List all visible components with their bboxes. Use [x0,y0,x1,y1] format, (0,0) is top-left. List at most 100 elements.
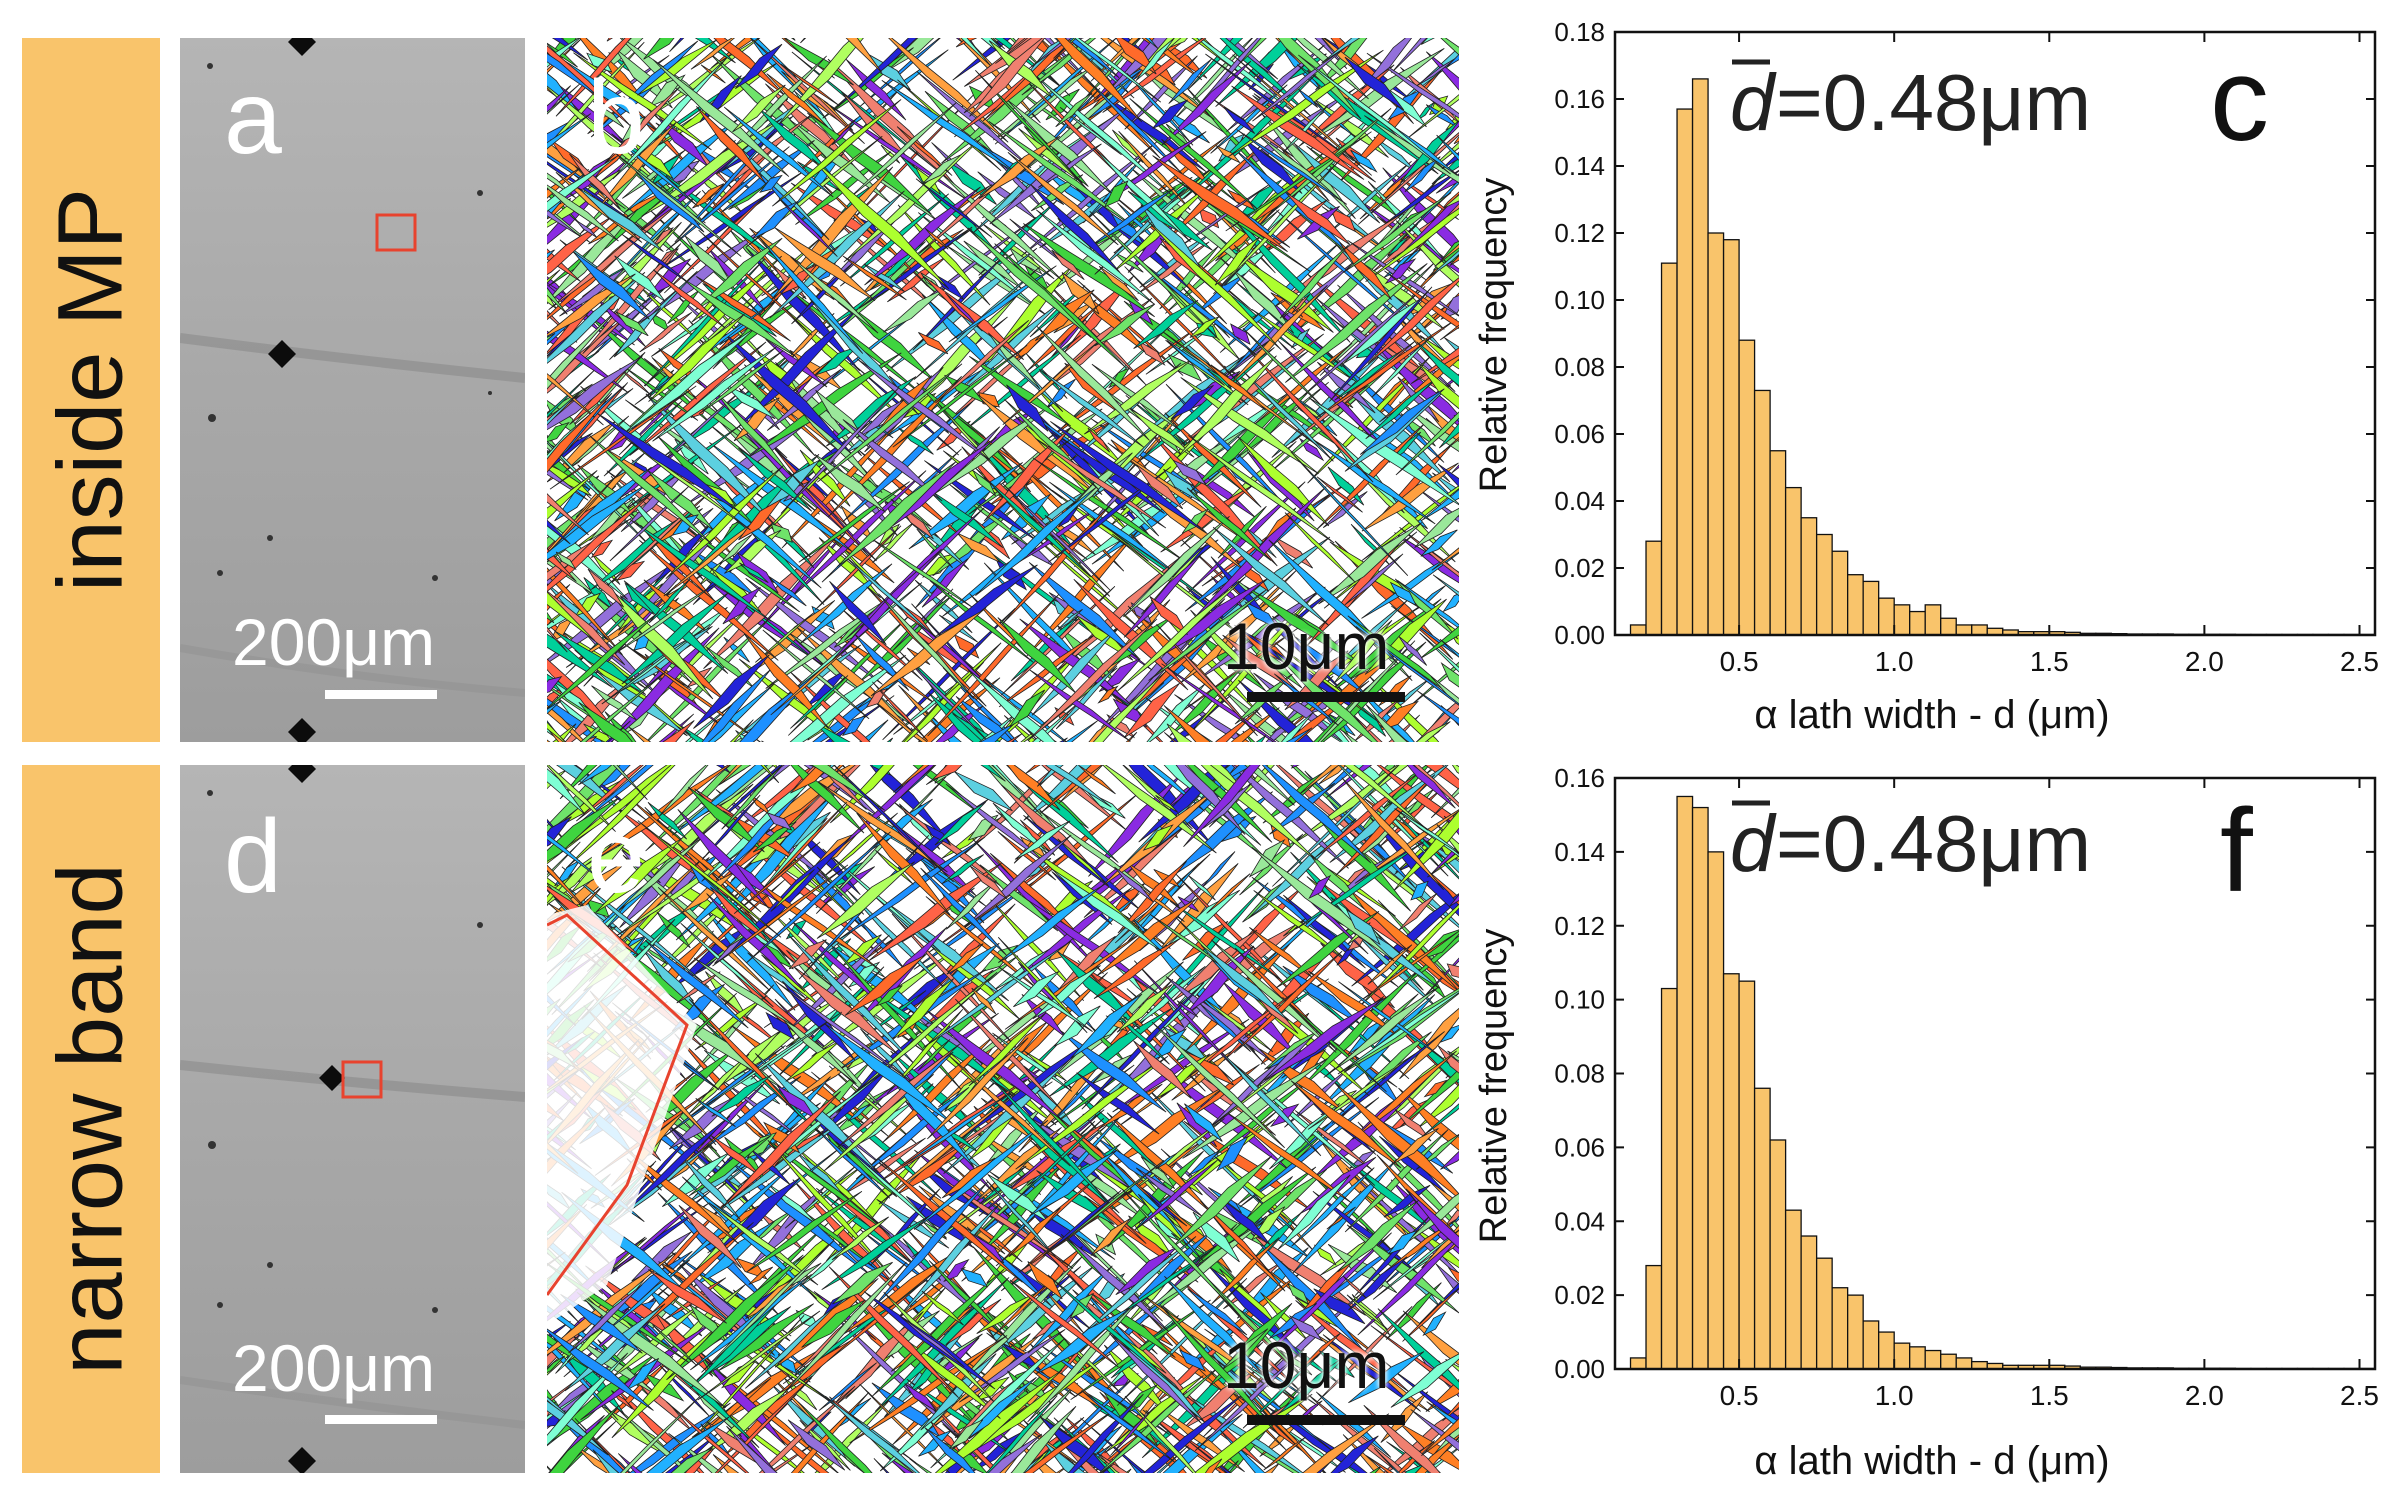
ebsd-map-e: e 10μm [547,765,1459,1473]
side-label-text: narrow band [39,863,144,1374]
panel-label-e: e [587,805,645,909]
histogram-bar [1708,233,1724,635]
histogram-bar [1848,1295,1864,1369]
histogram-bar [1956,1358,1972,1369]
histogram-bar [1832,551,1848,635]
mean-symbol: d [1730,799,1777,888]
histogram-bar [1631,625,1647,635]
histogram-bar [1739,981,1755,1369]
histogram-bar [1894,1343,1910,1369]
x-axis-label: α lath width - d (μm) [1754,1439,2109,1483]
histogram-bar [1786,488,1802,635]
histogram-bar [1925,1351,1941,1369]
x-tick-label: 2.0 [2185,1380,2224,1411]
histogram-bar [1662,989,1678,1369]
x-tick-label: 2.5 [2340,1380,2379,1411]
ebsd-map-b: b 10μm [547,38,1459,742]
mean-annotation: =0.48μm [1776,58,2091,147]
y-tick-label: 0.08 [1554,352,1605,382]
y-tick-label: 0.00 [1554,1354,1605,1384]
histogram-bar [1693,808,1709,1369]
histogram-bar [1693,79,1709,635]
histogram-bar [1879,1332,1895,1369]
y-tick-label: 0.12 [1554,911,1605,941]
histogram-bar [1817,1258,1833,1369]
scale-bar [1247,692,1405,702]
y-tick-label: 0.14 [1554,837,1605,867]
histogram-bar [1910,1347,1926,1369]
x-tick-label: 1.5 [2030,646,2069,677]
y-tick-label: 0.02 [1554,1280,1605,1310]
histogram-bar [1755,390,1771,635]
y-tick-label: 0.16 [1554,84,1605,114]
histogram-bar [1677,796,1693,1369]
panel-label-d: d [224,805,282,909]
y-tick-label: 0.08 [1554,1059,1605,1089]
y-tick-label: 0.06 [1554,419,1605,449]
x-tick-label: 1.0 [1875,1380,1914,1411]
mean-symbol: d [1730,58,1777,147]
histogram-bar [1677,109,1693,635]
panel-label-f: f [2220,785,2253,917]
scale-bar [1247,1415,1405,1425]
histogram-bar [1894,605,1910,635]
histogram-bar [1646,541,1662,635]
histogram-bar [1941,1354,1957,1369]
histogram-bar [1848,575,1864,635]
histogram-f: d =0.48μm f α lath width - d (μm) Relati… [1470,746,2394,1492]
y-tick-label: 0.02 [1554,553,1605,583]
histogram-bar [1941,618,1957,635]
histogram-bar [1956,625,1972,635]
scale-bar-label: 200μm [232,1330,435,1406]
histogram-bar [1708,852,1724,1369]
scale-bar-label: 200μm [232,604,435,680]
histogram-bar [1879,598,1895,635]
histogram-bar [1770,451,1786,635]
histogram-bar [1801,1236,1817,1369]
x-axis-label: α lath width - d (μm) [1754,693,2109,737]
y-axis-label: Relative frequency [1473,178,1515,493]
histogram-bar [1817,535,1833,636]
histogram-bar [1662,263,1678,635]
y-tick-label: 0.18 [1554,17,1605,47]
sem-image-d: d 200μm [180,765,525,1473]
histogram-bar [1786,1210,1802,1369]
histogram-bar [1863,581,1879,635]
y-tick-label: 0.00 [1554,620,1605,650]
y-tick-label: 0.16 [1554,763,1605,793]
y-tick-label: 0.12 [1554,218,1605,248]
histogram-bar [1801,518,1817,635]
y-tick-label: 0.06 [1554,1132,1605,1162]
histogram-bar [1863,1321,1879,1369]
histogram-bar [1646,1266,1662,1369]
x-tick-label: 0.5 [1720,1380,1759,1411]
panel-label-a: a [224,66,282,170]
histogram-bar [1739,340,1755,635]
histogram-c: d =0.48μm c α lath width - d (μm) Relati… [1470,0,2394,746]
x-tick-label: 1.5 [2030,1380,2069,1411]
histogram-bar [1910,612,1926,635]
x-tick-label: 1.0 [1875,646,1914,677]
mean-annotation: =0.48μm [1776,799,2091,888]
y-tick-label: 0.04 [1554,486,1605,516]
histogram-bar [1755,1088,1771,1369]
x-tick-label: 2.0 [2185,646,2224,677]
sem-image-a: a 200μm [180,38,525,742]
panel-label-c: c [2210,34,2269,166]
side-label-text: inside MP [39,188,144,592]
y-tick-label: 0.10 [1554,985,1605,1015]
histogram-bar [1724,974,1740,1369]
scale-bar-label: 10μm [1223,608,1389,684]
histogram-chart: d =0.48μm c α lath width - d (μm) Relati… [1470,0,2394,746]
scale-bar [325,1415,437,1424]
scale-bar [325,690,437,699]
histogram-chart: d =0.48μm f α lath width - d (μm) Relati… [1470,746,2394,1492]
histogram-bar [1832,1288,1848,1369]
histogram-bar [1972,625,1988,635]
side-label-panel-narrow-band: narrow band [22,765,160,1473]
histogram-bar [1724,240,1740,635]
scale-bar-label: 10μm [1223,1327,1389,1403]
x-tick-label: 2.5 [2340,646,2379,677]
histogram-bar [1770,1140,1786,1369]
y-tick-label: 0.04 [1554,1206,1605,1236]
